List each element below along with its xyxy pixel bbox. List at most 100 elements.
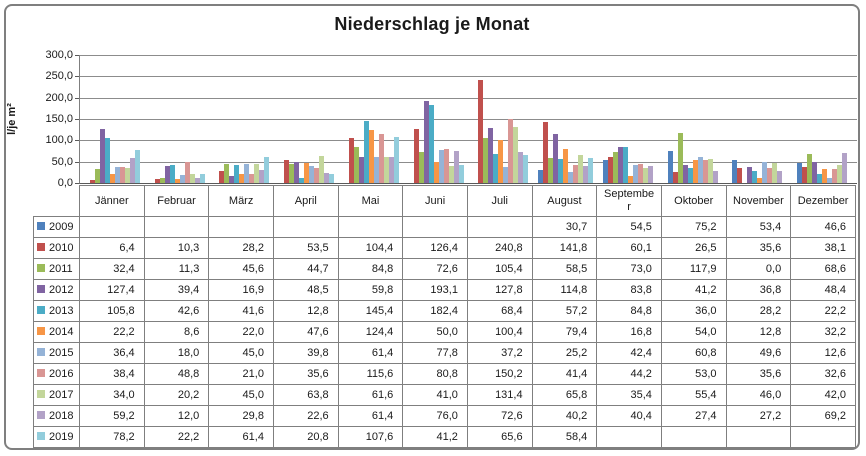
y-tick-label: 250,0	[45, 70, 73, 82]
legend-swatch	[37, 327, 45, 335]
bar-2011	[289, 164, 295, 183]
bar-group-november	[728, 55, 793, 183]
bar-2016	[184, 162, 190, 183]
table-row: 2019 78,2 22,2 61,4 20,8 107,6 41,2 65,6 58,4	[33, 426, 856, 448]
bar-2018	[388, 157, 394, 183]
value-cell: 53,4	[725, 216, 792, 238]
bar-2015	[179, 175, 185, 183]
bar-2018	[583, 166, 589, 183]
value-cell: 45,0	[208, 342, 274, 364]
bar-2014	[563, 149, 569, 183]
value-cell: 76,0	[402, 405, 468, 427]
legend-key: 2013	[33, 300, 80, 322]
value-cell: 72,6	[402, 258, 468, 280]
bar-2014	[239, 174, 245, 183]
value-cell: 78,2	[79, 426, 145, 448]
bar-2017	[707, 159, 713, 183]
value-cell: 83,8	[596, 279, 662, 301]
year-label: 2014	[49, 326, 74, 338]
value-cell: 35,6	[272, 363, 339, 385]
y-tick-mark	[75, 183, 79, 184]
bar-2018	[324, 173, 330, 183]
bar-2014	[757, 178, 763, 183]
value-cell: 114,8	[531, 279, 598, 301]
year-label: 2011	[49, 263, 73, 275]
bar-2019	[458, 165, 464, 183]
bar-2012	[229, 176, 235, 183]
month-header: Mai	[337, 185, 404, 217]
bar-2010	[413, 129, 419, 183]
month-header: Dezember	[790, 185, 856, 217]
gridline	[80, 140, 857, 141]
legend-swatch	[37, 306, 45, 314]
y-tick-mark	[75, 119, 79, 120]
bar-2009	[538, 170, 544, 183]
month-header: August	[531, 185, 598, 217]
table-row: 2013 105,8 42,6 41,6 12,8 145,4 182,4 68,4 57,2 8…	[33, 300, 856, 322]
bar-group-märz	[210, 55, 275, 183]
value-cell: 12,6	[790, 342, 856, 364]
bar-2017	[448, 166, 454, 183]
value-cell: 65,8	[531, 384, 598, 406]
bar-group-august	[533, 55, 598, 183]
legend-swatch	[37, 222, 45, 230]
bar-2010	[284, 160, 290, 183]
month-header: April	[272, 185, 339, 217]
bar-2015	[309, 166, 315, 183]
value-cell: 0,0	[725, 258, 792, 280]
value-cell	[79, 216, 145, 238]
data-table: Jänner Februar März April Mai Juni Juli August S…	[33, 185, 856, 448]
table-corner	[34, 186, 80, 217]
bar-2018	[777, 171, 783, 183]
value-cell: 240,8	[466, 237, 533, 259]
value-cell: 80,8	[402, 363, 468, 385]
bar-2019	[199, 174, 205, 183]
table-row: 2015 36,4 18,0 45,0 39,8 61,4 77,8 37,2 25,2 42,4…	[33, 342, 856, 364]
bar-2015	[244, 164, 250, 183]
value-cell: 25,2	[531, 342, 598, 364]
table-row: 2009 30,7 54,5 75,2 53,4 46,6	[33, 216, 856, 238]
legend-key: 2018	[33, 405, 80, 427]
value-cell: 68,6	[790, 258, 856, 280]
bar-2011	[224, 164, 230, 183]
value-cell	[725, 426, 792, 448]
bar-group-september	[598, 55, 663, 183]
bar-2011	[353, 147, 359, 183]
legend-key: 2012	[33, 279, 80, 301]
month-header: Juni	[402, 185, 468, 217]
value-cell: 60,1	[596, 237, 662, 259]
year-label: 2009	[49, 221, 74, 233]
bar-2016	[119, 167, 125, 183]
value-cell: 44,2	[596, 363, 662, 385]
year-label: 2010	[49, 242, 74, 254]
table-row: 2012 127,4 39,4 16,9 48,5 59,8 193,1 127,8 114,8…	[33, 279, 856, 301]
value-cell: 53,0	[660, 363, 727, 385]
value-cell: 6,4	[79, 237, 145, 259]
value-cell	[143, 216, 210, 238]
bar-2016	[249, 174, 255, 183]
bar-2015	[438, 150, 444, 183]
value-cell: 126,4	[402, 237, 468, 259]
bar-2014	[433, 162, 439, 183]
y-tick-mark	[75, 140, 79, 141]
bar-2013	[622, 147, 628, 183]
bar-2012	[617, 147, 623, 183]
bar-2013	[234, 165, 240, 183]
legend-key: 2016	[33, 363, 80, 385]
value-cell	[596, 426, 662, 448]
value-cell: 20,2	[143, 384, 210, 406]
value-cell	[660, 426, 727, 448]
value-cell: 48,4	[790, 279, 856, 301]
bar-2014	[368, 130, 374, 183]
legend-swatch	[37, 285, 45, 293]
bar-2015	[373, 157, 379, 183]
bar-2015	[827, 178, 833, 183]
bar-2015	[762, 162, 768, 183]
value-cell: 39,8	[272, 342, 339, 364]
value-cell: 46,0	[725, 384, 792, 406]
value-cell: 36,8	[725, 279, 792, 301]
bar-2016	[508, 119, 514, 183]
value-cell: 37,2	[466, 342, 533, 364]
value-cell: 22,6	[272, 405, 339, 427]
value-cell: 28,2	[725, 300, 792, 322]
